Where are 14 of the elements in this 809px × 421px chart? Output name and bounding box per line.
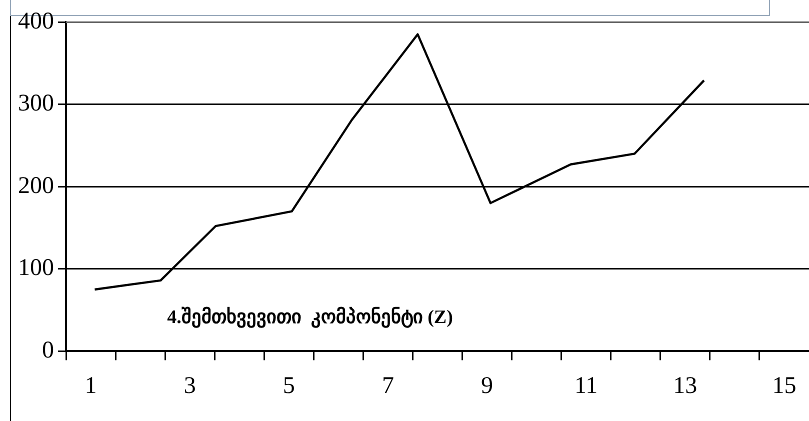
x-tick-label: 13 [673,372,698,399]
y-tick-label: 100 [18,255,54,282]
x-tick-label: 3 [184,372,196,399]
x-tick-label: 15 [772,372,796,399]
y-tick-label: 300 [18,90,54,117]
y-tick-label: 400 [18,8,54,34]
x-tick-label: 1 [84,372,97,399]
y-tick-label: 200 [18,172,54,199]
x-tick-label: 7 [382,372,394,399]
x-tick-label: 5 [282,372,295,399]
x-tick-label: 11 [574,372,598,399]
y-tick-label: 0 [42,337,54,364]
x-tick-label: 9 [481,372,494,399]
annotation: 4.შემთხვევითი კომპონენტი (Z) [167,306,453,328]
